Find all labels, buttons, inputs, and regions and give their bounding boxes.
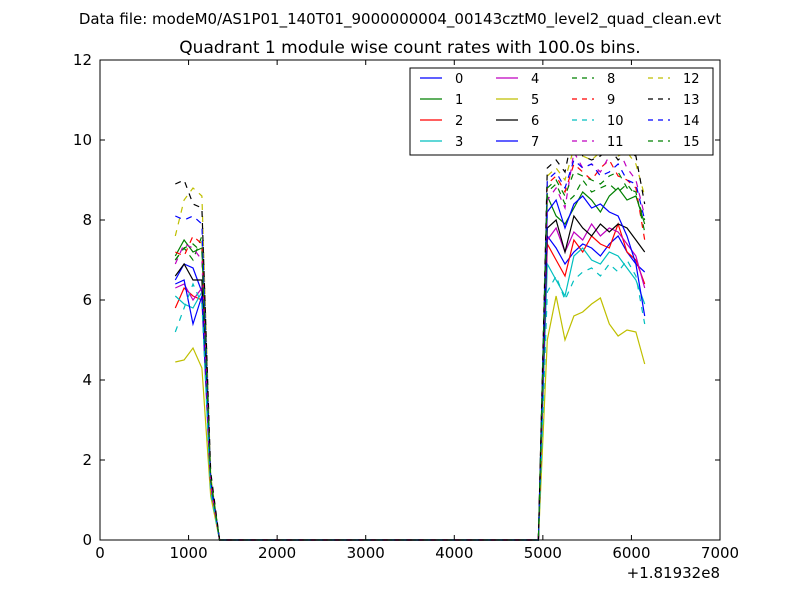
series-line-4 — [175, 222, 646, 541]
series-line-6 — [174, 214, 646, 541]
series-line-5 — [175, 295, 646, 541]
series-line-10 — [174, 258, 646, 541]
legend-label-12: 12 — [683, 72, 700, 87]
y-tick-label: 8 — [82, 211, 92, 229]
series-line-0 — [174, 234, 646, 541]
x-axis: 0 1000 2000 3000 4000 5000 6000 7000 — [95, 60, 739, 562]
x-tick-label: 2000 — [258, 544, 296, 562]
series-line-2 — [174, 222, 646, 541]
legend-label-4: 4 — [531, 72, 539, 87]
x-tick-label: 6000 — [612, 544, 650, 562]
legend-label-2: 2 — [455, 114, 463, 129]
x-tick-label: 4000 — [435, 544, 473, 562]
y-tick-label: 2 — [82, 451, 92, 469]
x-tick-label: 7000 — [701, 544, 739, 562]
series-line-3 — [174, 247, 646, 541]
legend-label-0: 0 — [455, 72, 463, 87]
y-tick-label: 6 — [82, 291, 92, 309]
chart-suptitle: Data file: modeM0/AS1P01_140T01_90000000… — [79, 10, 721, 29]
x-tick-label: 1000 — [169, 544, 207, 562]
legend-label-11: 11 — [607, 135, 624, 150]
y-tick-label: 4 — [82, 371, 92, 389]
chart-title: Quadrant 1 module wise count rates with … — [179, 38, 640, 58]
series-line-11 — [174, 146, 646, 541]
series-line-12 — [174, 143, 646, 541]
y-tick-label: 0 — [82, 531, 92, 549]
series-line-9 — [175, 159, 646, 541]
series-line-7 — [175, 195, 646, 541]
legend-label-15: 15 — [683, 135, 700, 150]
x-tick-label: 3000 — [347, 544, 385, 562]
legend-label-8: 8 — [607, 72, 615, 87]
legend-label-6: 6 — [531, 114, 539, 129]
legend-label-10: 10 — [607, 114, 624, 129]
legend-label-5: 5 — [531, 93, 539, 108]
y-tick-label: 10 — [73, 131, 92, 149]
x-offset-label: +1.81932e8 — [627, 564, 720, 582]
series-line-8 — [174, 178, 646, 541]
series-line-13 — [175, 127, 646, 541]
legend-label-9: 9 — [607, 93, 615, 108]
plot-lines — [174, 127, 646, 541]
legend-label-3: 3 — [455, 135, 463, 150]
series-line-15 — [174, 171, 646, 541]
legend-label-7: 7 — [531, 135, 539, 150]
legend-label-14: 14 — [683, 114, 700, 129]
legend-label-13: 13 — [683, 93, 700, 108]
x-tick-label: 5000 — [524, 544, 562, 562]
series-line-14 — [175, 158, 646, 541]
x-tick-label: 0 — [95, 544, 105, 562]
y-tick-label: 12 — [73, 51, 92, 69]
legend-label-1: 1 — [455, 93, 463, 108]
